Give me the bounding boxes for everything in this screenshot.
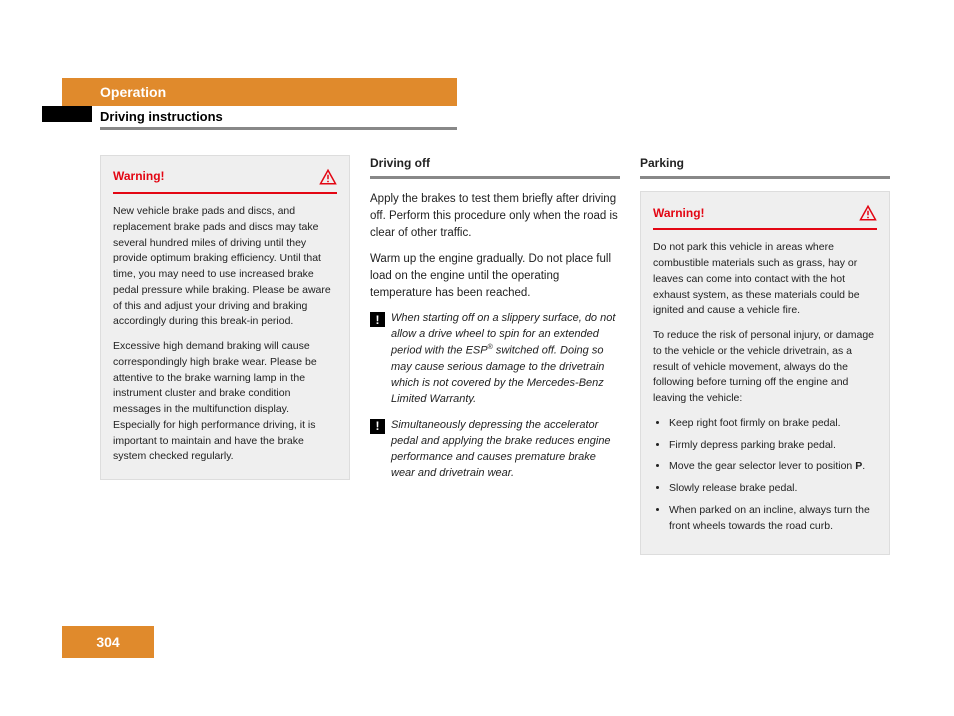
body-paragraph: Apply the brakes to test them briefly af… — [370, 191, 620, 241]
warning-triangle-icon — [859, 204, 877, 222]
note-text: When starting off on a slippery surface,… — [391, 311, 620, 407]
content-area: Warning! New vehicle brake pads and disc… — [100, 155, 890, 555]
warning-box-brakes: Warning! New vehicle brake pads and disc… — [100, 155, 350, 480]
header-band: Operation — [62, 78, 457, 106]
exclamation-badge-icon: ! — [370, 312, 385, 327]
warning-header: Warning! — [113, 168, 337, 194]
warning-list-item: When parked on an incline, always turn t… — [669, 503, 877, 535]
warning-paragraph: Do not park this vehicle in areas where … — [653, 240, 877, 319]
warning-label: Warning! — [113, 168, 165, 185]
list-item-pre: Move the gear selector lever to position — [669, 460, 855, 472]
warning-body: Do not park this vehicle in areas where … — [653, 240, 877, 534]
subsection-rule — [100, 127, 457, 130]
warning-paragraph: Excessive high demand braking will cause… — [113, 339, 337, 465]
note-item: ! When starting off on a slippery surfac… — [370, 311, 620, 407]
note-text-pre: Simultaneously depressing the accelerato… — [391, 419, 611, 479]
warning-list-item: Slowly release brake pedal. — [669, 481, 877, 497]
header-black-tab — [42, 106, 92, 122]
exclamation-badge-icon: ! — [370, 419, 385, 434]
section-rule — [370, 176, 620, 179]
list-item-post: . — [862, 460, 865, 472]
warning-box-parking: Warning! Do not park this vehicle in are… — [640, 191, 890, 555]
note-item: ! Simultaneously depressing the accelera… — [370, 418, 620, 482]
warning-paragraph: New vehicle brake pads and discs, and re… — [113, 204, 337, 330]
warning-header: Warning! — [653, 204, 877, 230]
warning-body: New vehicle brake pads and discs, and re… — [113, 204, 337, 465]
warning-list-item: Firmly depress parking brake pedal. — [669, 438, 877, 454]
section-heading-driving-off: Driving off — [370, 155, 620, 172]
section-title: Operation — [100, 84, 166, 100]
warning-list-item: Move the gear selector lever to position… — [669, 459, 877, 475]
column-2: Driving off Apply the brakes to test the… — [370, 155, 620, 555]
warning-list: Keep right foot firmly on brake pedal. F… — [653, 416, 877, 535]
page-number: 304 — [96, 634, 119, 650]
column-3: Parking Warning! Do not park this vehicl… — [640, 155, 890, 555]
warning-triangle-icon — [319, 168, 337, 186]
column-1: Warning! New vehicle brake pads and disc… — [100, 155, 350, 555]
section-rule — [640, 176, 890, 179]
section-heading-parking: Parking — [640, 155, 890, 172]
page-number-box: 304 — [62, 626, 154, 658]
warning-paragraph: To reduce the risk of personal injury, o… — [653, 328, 877, 407]
note-text: Simultaneously depressing the accelerato… — [391, 418, 620, 482]
subsection-title: Driving instructions — [100, 109, 223, 124]
warning-list-item: Keep right foot firmly on brake pedal. — [669, 416, 877, 432]
body-paragraph: Warm up the engine gradually. Do not pla… — [370, 251, 620, 301]
warning-label: Warning! — [653, 205, 705, 222]
